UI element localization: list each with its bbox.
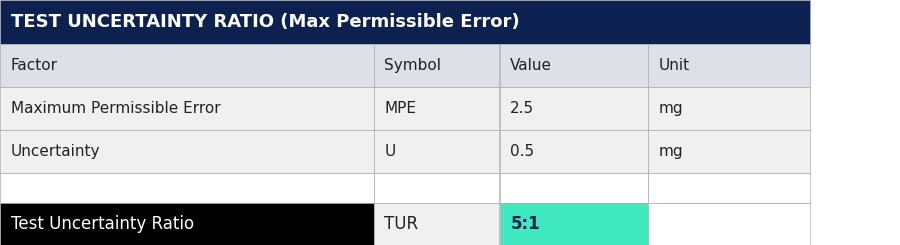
Text: 0.5: 0.5 bbox=[510, 144, 535, 159]
Bar bbox=[374, 87, 500, 130]
Bar bbox=[374, 130, 500, 173]
Text: Symbol: Symbol bbox=[384, 58, 441, 73]
Bar bbox=[0, 203, 374, 245]
Text: Uncertainty: Uncertainty bbox=[11, 144, 100, 159]
Bar bbox=[500, 44, 648, 87]
Bar bbox=[500, 203, 648, 245]
Text: Factor: Factor bbox=[11, 58, 58, 73]
Text: Maximum Permissible Error: Maximum Permissible Error bbox=[11, 101, 220, 116]
Bar bbox=[648, 87, 810, 130]
Text: TEST UNCERTAINTY RATIO (Max Permissible Error): TEST UNCERTAINTY RATIO (Max Permissible … bbox=[11, 13, 519, 31]
Bar bbox=[374, 44, 500, 87]
Text: MPE: MPE bbox=[384, 101, 417, 116]
Text: Test Uncertainty Ratio: Test Uncertainty Ratio bbox=[11, 215, 194, 233]
Bar bbox=[648, 130, 810, 173]
Bar bbox=[0, 173, 374, 203]
Text: Unit: Unit bbox=[659, 58, 690, 73]
Bar bbox=[374, 173, 500, 203]
Bar bbox=[0, 0, 810, 44]
Text: mg: mg bbox=[659, 101, 683, 116]
Bar bbox=[0, 130, 374, 173]
Text: Value: Value bbox=[510, 58, 553, 73]
Bar bbox=[0, 87, 374, 130]
Text: 5:1: 5:1 bbox=[510, 215, 540, 233]
Bar bbox=[374, 203, 500, 245]
Text: mg: mg bbox=[659, 144, 683, 159]
Bar bbox=[500, 173, 648, 203]
Text: U: U bbox=[384, 144, 396, 159]
Bar bbox=[0, 44, 374, 87]
Text: TUR: TUR bbox=[384, 215, 419, 233]
Bar bbox=[648, 173, 810, 203]
Bar bbox=[648, 203, 810, 245]
Bar bbox=[500, 130, 648, 173]
Text: 2.5: 2.5 bbox=[510, 101, 535, 116]
Bar bbox=[500, 87, 648, 130]
Bar bbox=[648, 44, 810, 87]
